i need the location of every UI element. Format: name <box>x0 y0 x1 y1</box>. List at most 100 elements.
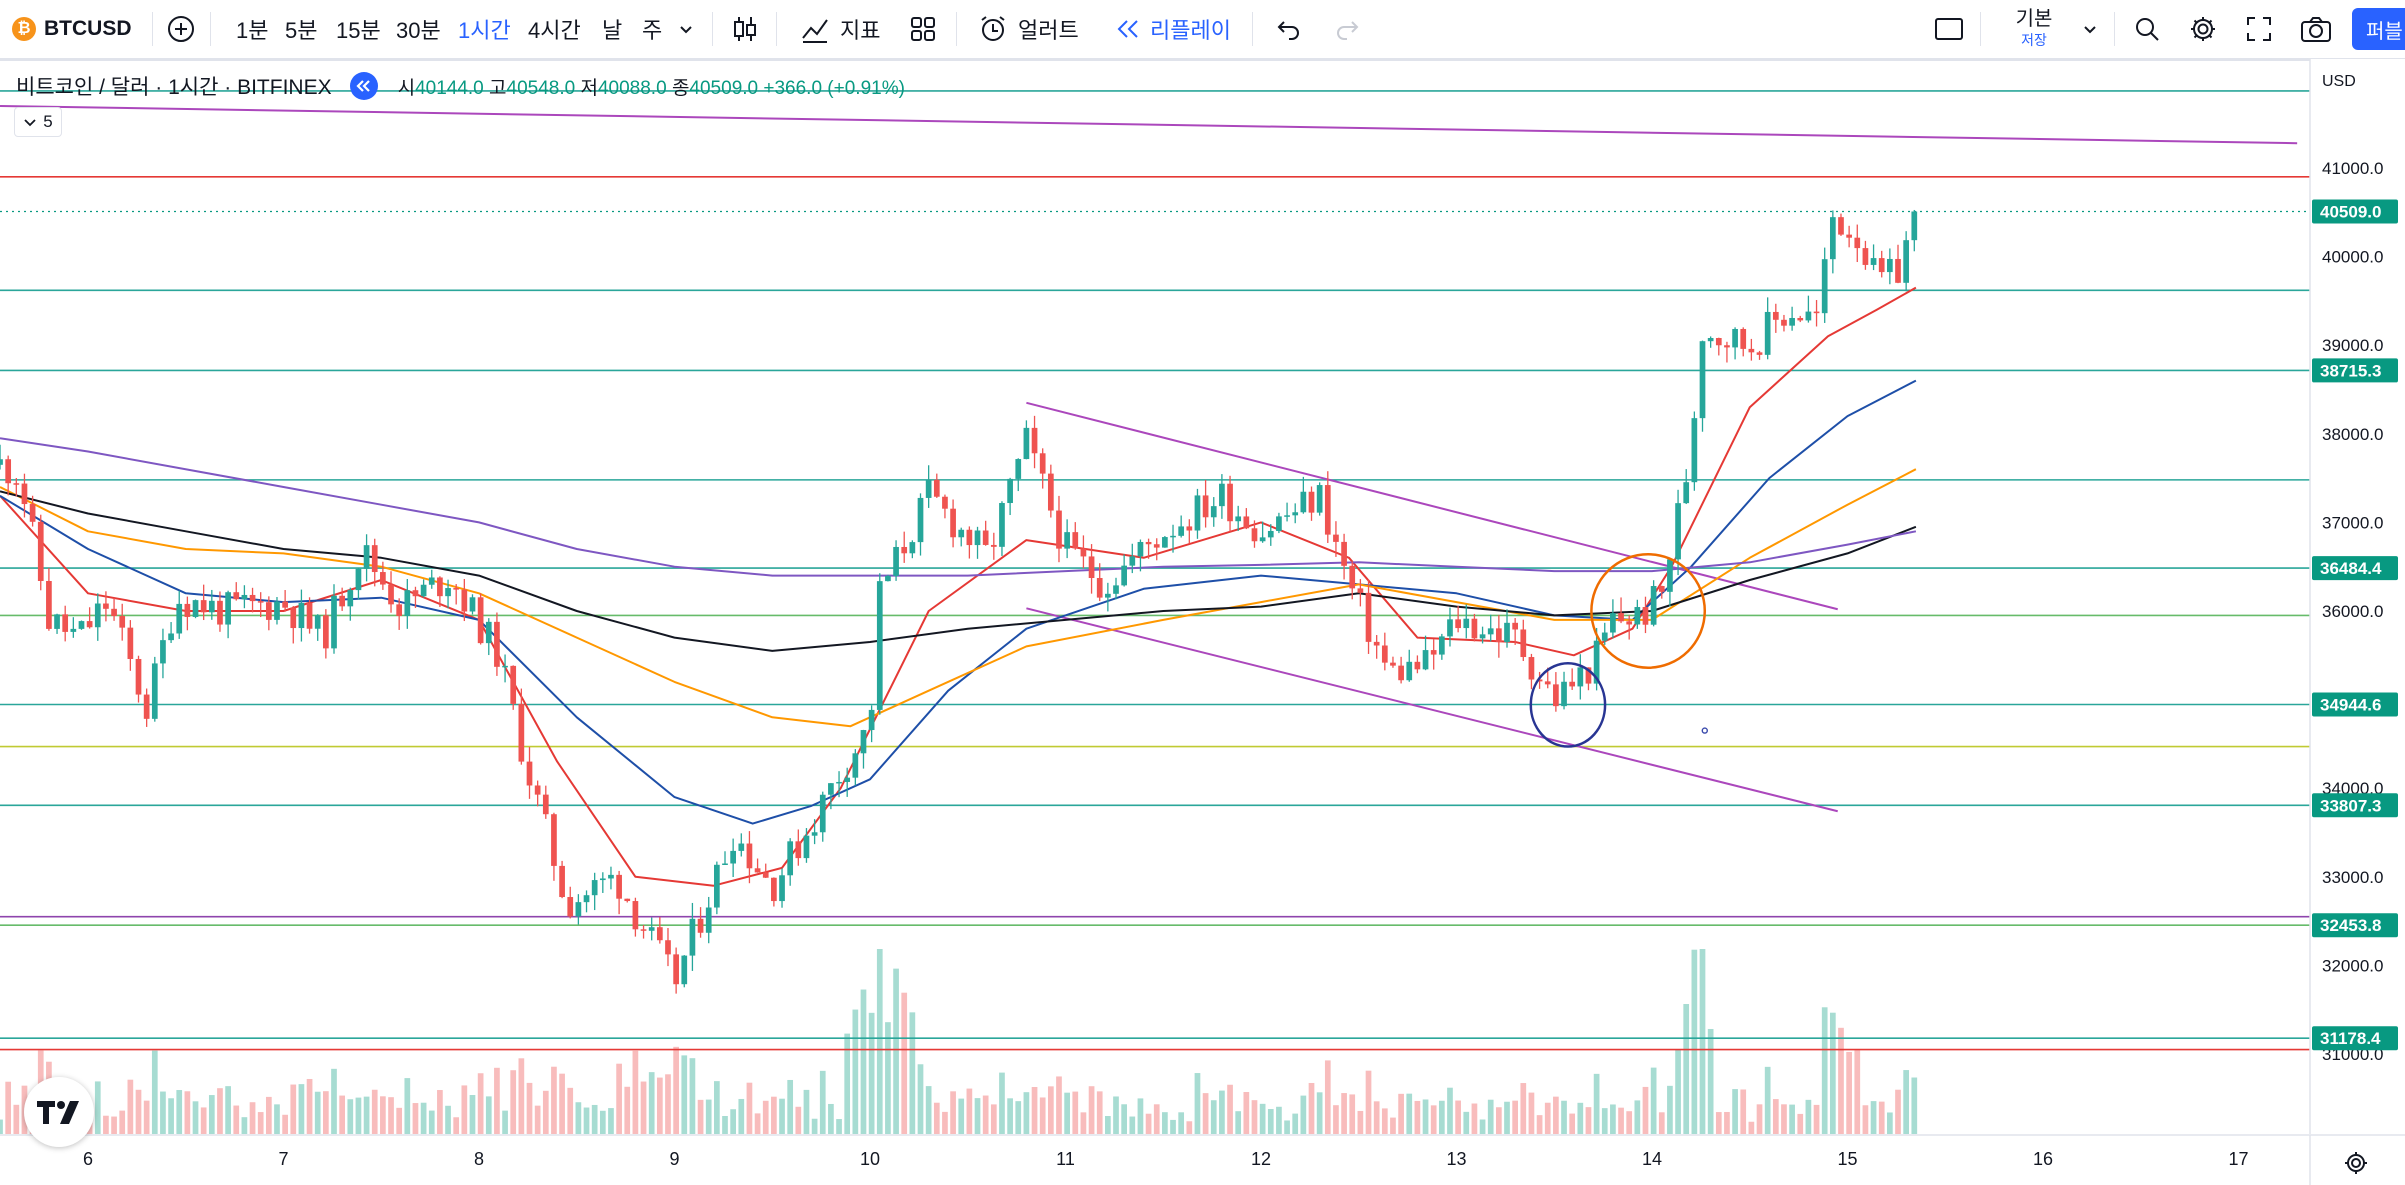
save-label: 저장 <box>2021 32 2047 48</box>
settings-button[interactable] <box>2186 12 2220 46</box>
symbol-search-button[interactable]: ₿ BTCUSD <box>12 0 132 58</box>
horizontal-lines[interactable] <box>0 90 2310 1051</box>
circle-annotation[interactable] <box>1529 662 1607 748</box>
replay-button[interactable]: 리플레이 <box>1114 0 1231 58</box>
interval-1m[interactable]: 1분 <box>236 0 268 58</box>
volume-bar <box>599 1110 606 1134</box>
volume-bar <box>1414 1100 1421 1134</box>
chart-type-button[interactable] <box>728 12 762 46</box>
candle-body <box>754 868 761 873</box>
low-value: 40088.0 <box>597 77 667 99</box>
search-button[interactable] <box>2130 12 2164 46</box>
layout-dropdown[interactable] <box>2078 12 2102 46</box>
interval-30m[interactable]: 30분 <box>396 0 441 58</box>
price-axis[interactable]: USD 41000.0 40000.0 39000.0 38000.0 37000.0 36… <box>2309 59 2405 1185</box>
fullscreen-button[interactable] <box>2242 12 2276 46</box>
indicators-button[interactable]: 지표 <box>800 0 880 58</box>
volume-bar <box>1683 1004 1690 1134</box>
candle-body <box>681 955 688 985</box>
indicators-collapse-toggle[interactable]: 5 <box>14 107 62 137</box>
price-label-badge[interactable] <box>2312 1026 2398 1051</box>
currency-label[interactable]: USD <box>2322 73 2356 90</box>
volume-bar <box>624 1086 631 1134</box>
trend-line[interactable] <box>1026 401 1838 611</box>
interval-5m[interactable]: 5분 <box>285 0 317 58</box>
interval-4h[interactable]: 4시간 <box>528 0 581 58</box>
interval-day[interactable]: 날 <box>602 0 622 58</box>
candle-body <box>70 628 77 632</box>
volume-bar <box>5 1081 12 1134</box>
price-label-badge[interactable] <box>2312 556 2398 581</box>
price-label-badge[interactable] <box>2312 913 2398 938</box>
candle-body <box>632 901 639 930</box>
interval-1h-active[interactable]: 1시간 <box>458 0 511 58</box>
volume-bar <box>1243 1092 1250 1134</box>
volume-bar <box>616 1063 622 1134</box>
volume-bar <box>1553 1096 1559 1134</box>
price-label-badge[interactable] <box>2312 199 2398 224</box>
chart-area[interactable]: USD 41000.0 40000.0 39000.0 38000.0 37000.0 36… <box>0 59 2405 1185</box>
volume-bar <box>697 1099 704 1134</box>
layout-button[interactable] <box>1932 12 1966 46</box>
candle-body <box>111 608 117 617</box>
candle-body <box>917 497 924 543</box>
annotations[interactable] <box>1529 553 1708 748</box>
price-tick-label: 38000.0 <box>2322 425 2383 444</box>
candle-body <box>1219 483 1225 507</box>
candle-body <box>502 665 508 668</box>
candle-body <box>551 814 557 866</box>
interval-week[interactable]: 주 <box>642 0 662 58</box>
candle-body <box>689 918 696 956</box>
candle-body <box>1129 556 1136 566</box>
trend-line[interactable] <box>1026 607 1838 813</box>
volume-bar <box>151 1050 158 1134</box>
redo-button[interactable] <box>1330 12 1364 46</box>
candle-body <box>730 850 737 864</box>
trend-lines[interactable] <box>0 104 2298 813</box>
templates-button[interactable] <box>906 12 940 46</box>
publish-button[interactable]: 퍼블 <box>2352 8 2405 50</box>
interval-15m[interactable]: 15분 <box>336 0 381 58</box>
circle-annotation[interactable] <box>1590 553 1707 669</box>
tradingview-logo[interactable] <box>24 1077 94 1147</box>
volume-bar <box>1878 1101 1885 1134</box>
candle-body <box>1805 311 1812 321</box>
bitcoin-icon: ₿ <box>12 17 36 41</box>
candle-body <box>779 875 785 902</box>
volume-bar <box>656 1077 663 1134</box>
volume-bar <box>1276 1106 1282 1134</box>
price-label-badge[interactable] <box>2312 358 2398 383</box>
compare-symbol-button[interactable] <box>162 12 200 46</box>
candle-body <box>274 601 280 620</box>
price-label-badge[interactable] <box>2312 692 2398 717</box>
price-chart[interactable]: USD 41000.0 40000.0 39000.0 38000.0 37000.0 36… <box>0 59 2405 1185</box>
volume-bar <box>184 1091 191 1134</box>
interval-dropdown[interactable] <box>674 12 698 46</box>
moving-averages <box>0 286 1917 887</box>
trend-line[interactable] <box>0 104 2298 145</box>
axis-settings-gear-icon[interactable] <box>2345 1152 2367 1174</box>
fullscreen-icon <box>2247 17 2271 41</box>
time-axis[interactable]: 6 7 8 9 10 11 12 13 14 15 16 17 <box>0 1134 2405 1185</box>
volume-bar <box>1520 1083 1527 1134</box>
alert-button[interactable]: 얼러트 <box>978 0 1079 58</box>
volume-bar <box>257 1112 264 1134</box>
snapshot-button[interactable] <box>2298 12 2334 46</box>
candle-body <box>192 600 199 617</box>
volume-bar <box>200 1107 207 1134</box>
undo-button[interactable] <box>1272 12 1306 46</box>
candle-body <box>705 907 712 933</box>
interval-label: 30분 <box>396 18 441 43</box>
time-tick-label: 12 <box>1251 1149 1271 1169</box>
price-label-badge[interactable] <box>2312 793 2398 818</box>
volume-bar <box>1455 1100 1461 1134</box>
price-tick-label: 39000.0 <box>2322 336 2383 355</box>
candle-body <box>13 483 20 485</box>
volume-bar <box>893 968 899 1134</box>
replay-indicator[interactable] <box>349 72 378 100</box>
volume-bar <box>779 1098 785 1134</box>
candle-body <box>714 864 720 908</box>
point-marker[interactable] <box>1701 727 1708 734</box>
layout-name-button[interactable]: 기본 저장 <box>2002 6 2066 52</box>
candle-body <box>1316 485 1323 513</box>
